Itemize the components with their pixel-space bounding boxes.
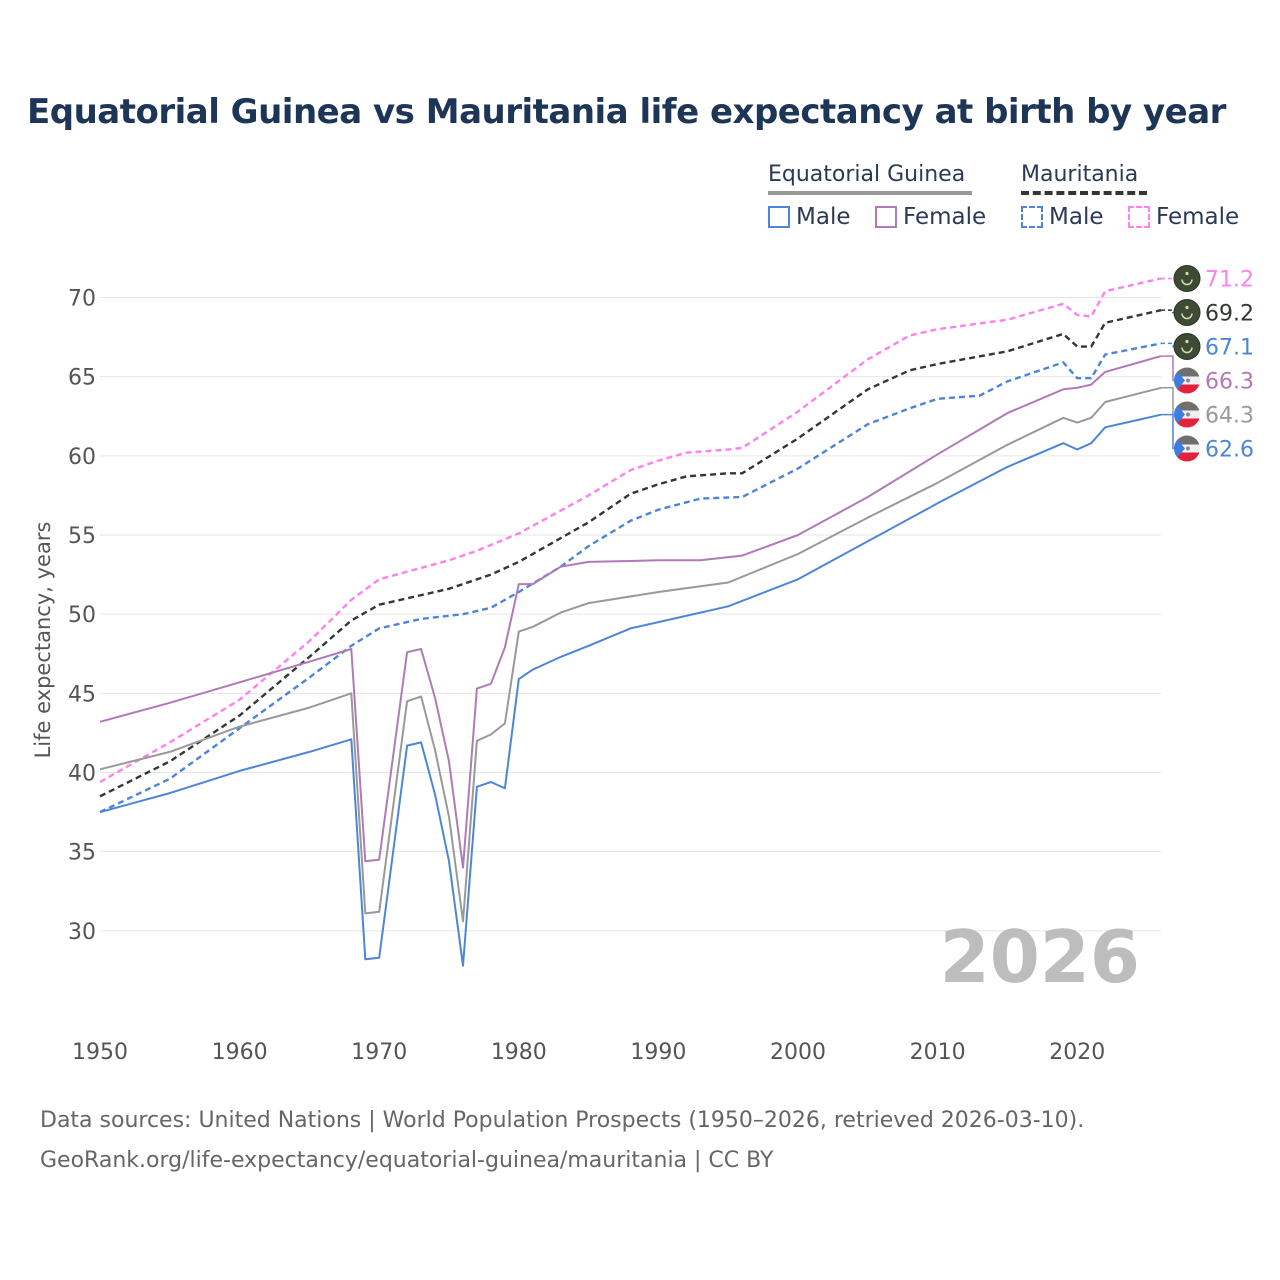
x-axis-ticks: 1950 1960 1970 1980 1990 2000 2010 2020 — [72, 1040, 1105, 1065]
legend-label-eg-male: Male — [796, 204, 851, 230]
legend-line-equatorial-guinea — [768, 191, 972, 195]
y-tick-label: 35 — [68, 841, 96, 866]
end-value-label: 64.3 — [1205, 404, 1254, 429]
series-line-mauritania-female — [99, 277, 1162, 784]
series-lines — [99, 277, 1162, 967]
series-line-mauritania-both — [99, 309, 1162, 798]
end-value-label: 62.6 — [1205, 438, 1254, 463]
mauritania-flag-icon — [1173, 333, 1201, 360]
series-line-equatorial-guinea-male — [99, 413, 1162, 967]
series-line-equatorial-guinea-both — [99, 386, 1162, 923]
year-watermark: 2026 — [940, 915, 1140, 999]
end-value-label: 66.3 — [1205, 370, 1254, 395]
x-tick-label: 1950 — [72, 1040, 128, 1065]
y-tick-label: 50 — [68, 603, 96, 628]
end-value-label: 69.2 — [1205, 302, 1254, 327]
end-value-label: 71.2 — [1205, 268, 1254, 293]
x-tick-label: 1990 — [630, 1040, 686, 1065]
line-chart: 30 35 40 45 50 55 60 65 70 1950 1960 1970 1980 1990 2… — [31, 265, 1254, 1065]
series-line-equatorial-guinea-female — [99, 355, 1162, 869]
legend-swatch-mr-female — [1128, 206, 1150, 228]
grid — [100, 297, 1161, 932]
y-axis-label: Life expectancy, years — [31, 522, 55, 759]
legend-item-eg-female[interactable]: Female — [875, 204, 986, 230]
legend-swatch-eg-male — [768, 206, 790, 228]
legend-group-equatorial-guinea: Equatorial Guinea — [768, 162, 966, 187]
x-tick-label: 1980 — [491, 1040, 547, 1065]
legend-item-mr-male[interactable]: Male — [1021, 204, 1103, 230]
end-labels: 71.2 69.2 67.1 66.3 64.3 62.6 — [1161, 265, 1254, 463]
series-line-mauritania-male — [99, 342, 1162, 814]
chart-title: Equatorial Guinea vs Mauritania life exp… — [27, 92, 1226, 132]
footer-source: Data sources: United Nations | World Pop… — [40, 1108, 1085, 1133]
legend-line-mauritania — [1021, 191, 1147, 195]
x-tick-label: 2000 — [770, 1040, 826, 1065]
x-tick-label: 1960 — [212, 1040, 268, 1065]
x-tick-label: 2020 — [1049, 1040, 1105, 1065]
y-tick-label: 70 — [68, 287, 96, 312]
mauritania-flag-icon — [1173, 265, 1201, 292]
legend-label-mr-male: Male — [1049, 204, 1104, 230]
legend-label-mr-female: Female — [1156, 204, 1240, 230]
legend-item-mr-female[interactable]: Female — [1128, 204, 1239, 230]
y-tick-label: 30 — [68, 920, 96, 945]
mauritania-flag-icon — [1173, 299, 1201, 326]
y-axis-ticks: 30 35 40 45 50 55 60 65 70 — [68, 287, 96, 945]
y-tick-label: 65 — [68, 366, 96, 391]
equatorial-guinea-flag-icon — [1174, 401, 1200, 428]
legend-swatch-mr-male — [1021, 206, 1043, 228]
y-tick-label: 40 — [68, 762, 96, 787]
equatorial-guinea-flag-icon — [1174, 367, 1200, 394]
x-tick-label: 1970 — [351, 1040, 407, 1065]
x-tick-label: 2010 — [910, 1040, 966, 1065]
end-value-label: 67.1 — [1205, 336, 1254, 361]
footer-link[interactable]: GeoRank.org/life-expectancy/equatorial-g… — [40, 1148, 774, 1173]
y-tick-label: 55 — [68, 524, 96, 549]
legend-group-mauritania: Mauritania — [1021, 162, 1139, 187]
legend-label-eg-female: Female — [903, 204, 987, 230]
equatorial-guinea-flag-icon — [1174, 435, 1200, 462]
legend-swatch-eg-female — [875, 206, 897, 228]
legend-item-eg-male[interactable]: Male — [768, 204, 850, 230]
y-tick-label: 60 — [68, 445, 96, 470]
y-tick-label: 45 — [68, 682, 96, 707]
